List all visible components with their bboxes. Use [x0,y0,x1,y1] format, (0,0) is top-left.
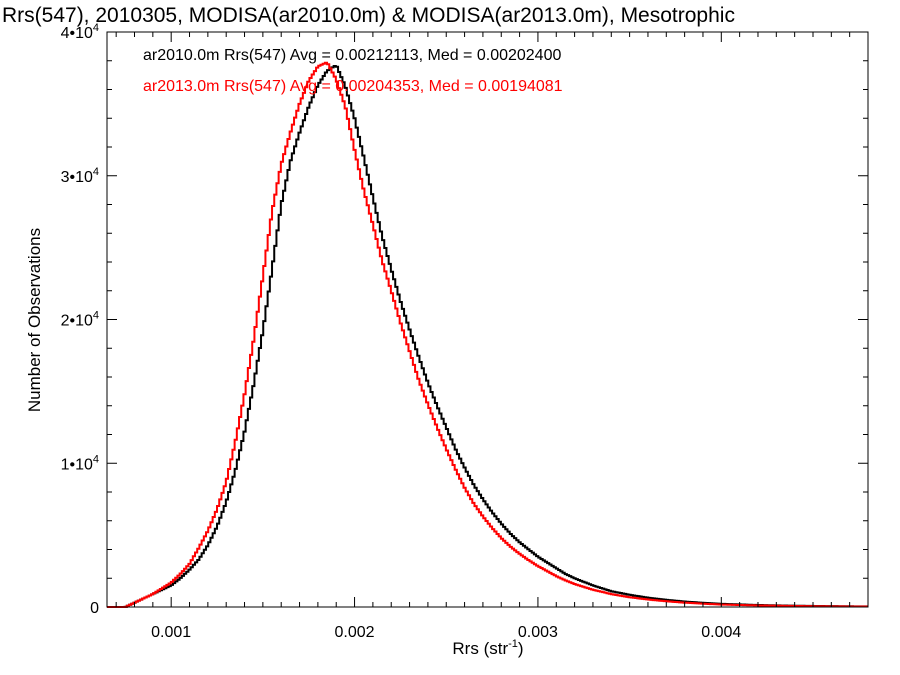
y-tick-label: 4•104 [61,22,99,42]
x-axis-label-main: Rrs (str [452,639,508,658]
y-axis-label: Number of Observations [25,228,44,412]
x-axis-label-end: ) [518,639,524,658]
y-tick-label: 3•104 [61,166,99,186]
x-tick-label: 0.003 [518,624,558,641]
x-axis-label: Rrs (str-1) [452,638,523,658]
y-tick-label: 2•104 [61,310,99,330]
legend-entry-ar2013: ar2013.0m Rrs(547) Avg = 0.00204353, Med… [143,78,563,95]
x-axis-label-sup: -1 [508,638,518,650]
chart-title: Rrs(547), 2010305, MODISA(ar2010.0m) & M… [2,4,735,27]
x-tick-label: 0.002 [335,624,375,641]
x-tick-label: 0.004 [701,624,741,641]
y-tick-label: 0 [90,600,99,617]
series-layer [107,61,868,608]
series-ar2013-line [107,61,868,608]
series-ar2010-line [107,64,868,608]
y-tick-label: 1•104 [61,453,99,473]
ticks-layer: 0.001 0.002 0.003 0.004 0 1•104 2•104 3•104 4•10… [61,22,869,641]
x-tick-label: 0.001 [151,624,191,641]
legend-entry-ar2010: ar2010.0m Rrs(547) Avg = 0.00212113, Med… [143,47,561,64]
